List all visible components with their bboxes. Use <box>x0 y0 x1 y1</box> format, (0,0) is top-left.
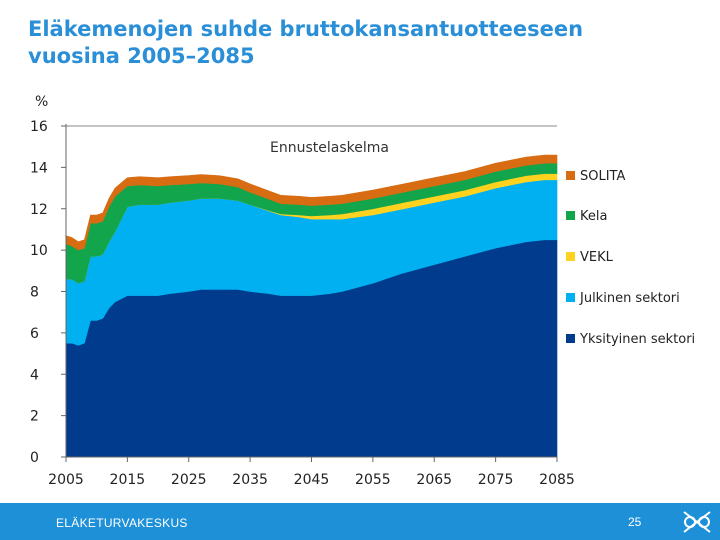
area-solita <box>65 154 558 251</box>
y-tick-label: 10 <box>30 243 48 259</box>
x-tick-label: 2045 <box>294 472 330 488</box>
y-tick-label: 14 <box>30 160 48 176</box>
x-tick-label: 2065 <box>416 472 452 488</box>
x-tick-label: 2015 <box>110 472 146 488</box>
page-title: Eläkemenojen suhde bruttokansantuotteese… <box>28 16 688 70</box>
x-tick-label: 2005 <box>48 472 84 488</box>
x-tick-label: 2085 <box>539 472 575 488</box>
legend-label-kela: Kela <box>580 209 607 224</box>
y-tick-label: 4 <box>30 367 39 383</box>
footer-brand: ELÄKETURVAKESKUS <box>56 516 188 530</box>
legend-swatch-kela <box>566 211 575 220</box>
legend-label-solita: SOLITA <box>580 169 625 184</box>
legend-swatch-solita <box>566 171 575 180</box>
footer-bar: ELÄKETURVAKESKUS 25 <box>0 503 720 540</box>
legend-swatch-vekl <box>566 252 575 261</box>
y-tick-label: 0 <box>30 450 39 466</box>
legend-label-julkinen-sektori: Julkinen sektori <box>579 291 680 306</box>
y-tick-label: 16 <box>30 119 48 135</box>
y-axis-unit-label: % <box>35 94 48 110</box>
y-tick-label: 6 <box>30 326 39 342</box>
y-tick-label: 12 <box>30 202 48 218</box>
x-tick-label: 2075 <box>478 472 514 488</box>
y-tick-label: 2 <box>30 409 39 425</box>
x-tick-label: 2025 <box>171 472 207 488</box>
legend-swatch-julkinen-sektori <box>566 293 575 302</box>
title-line-2: vuosina 2005–2085 <box>28 44 255 68</box>
legend-swatch-yksityinen-sektori <box>566 334 575 343</box>
page-number: 25 <box>628 515 642 529</box>
title-line-1: Eläkemenojen suhde bruttokansantuotteese… <box>28 17 584 41</box>
legend-label-yksityinen-sektori: Yksityinen sektori <box>579 332 695 347</box>
y-tick-label: 8 <box>30 285 39 301</box>
pension-expenditure-chart: 0 2 4 6 8 10 12 14 16% 2005 2015 2025 2035 2045 2055 20… <box>30 94 695 488</box>
forecast-annotation: Ennustelaskelma <box>270 140 389 156</box>
legend-label-vekl: VEKL <box>580 250 614 265</box>
x-tick-label: 2035 <box>232 472 268 488</box>
x-tick-label: 2055 <box>355 472 391 488</box>
ets-logo-icon <box>683 511 711 533</box>
